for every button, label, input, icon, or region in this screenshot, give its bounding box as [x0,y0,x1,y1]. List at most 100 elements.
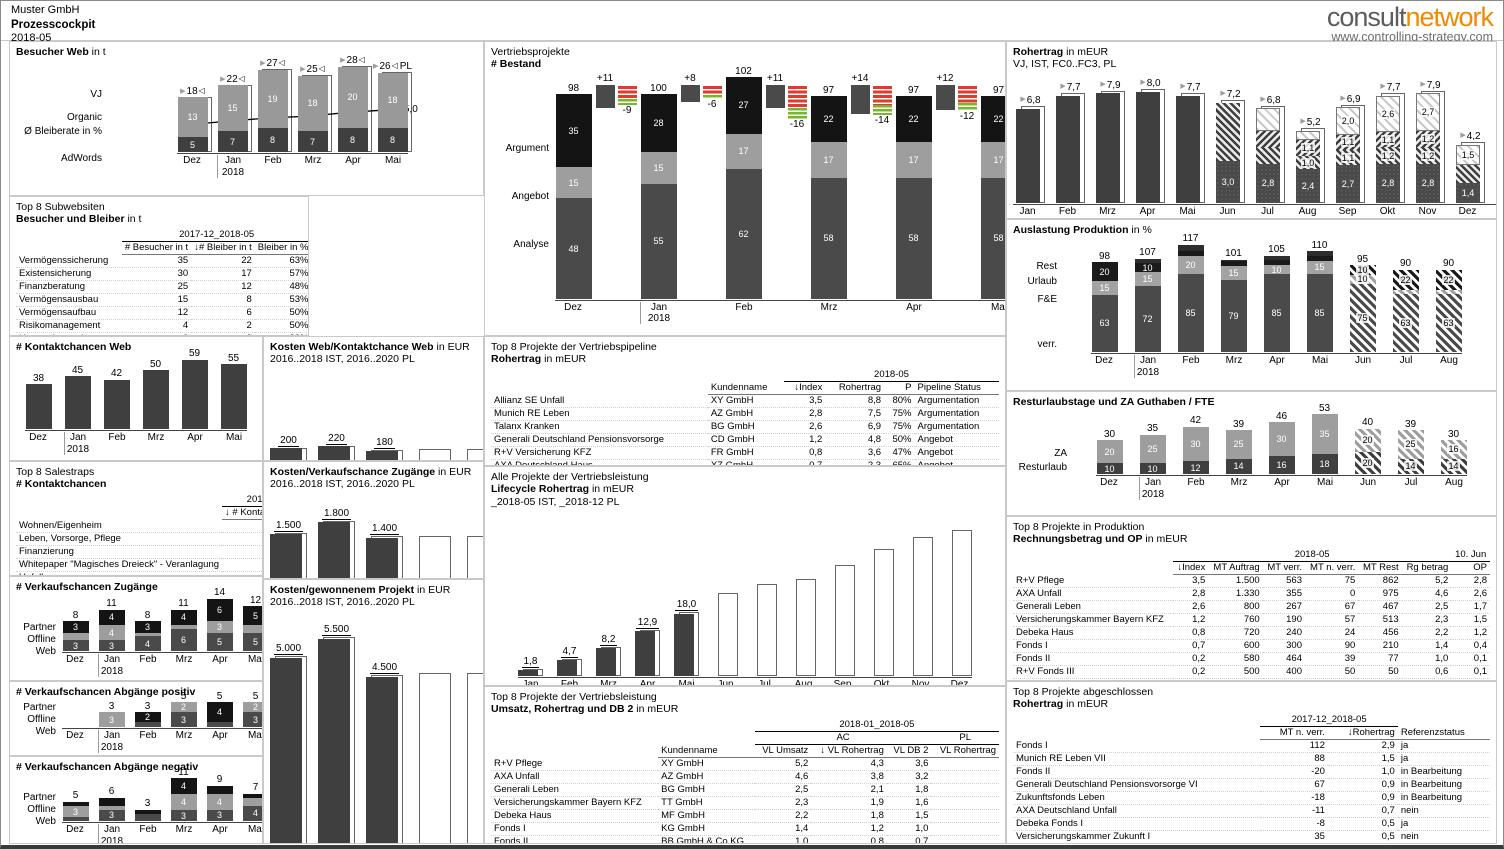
segment-value: 1,1 [1340,152,1356,163]
bar: 3 [98,797,125,822]
title-line: Top 8 Projekte in Produktion [1013,521,1490,533]
axis-left-labels: VJ Organic Ø Bleiberate in % AdWords [16,60,108,177]
table-cell: 2,1 [811,783,887,797]
inflow-label: +14 [851,72,869,84]
total-label: 3 [145,699,151,712]
table-cell: -18 [1260,791,1328,805]
axis-label: Nov [911,679,930,686]
total-label: 97 [993,83,1004,96]
bar-column: 5.500 [318,624,355,843]
table-cell: 513 [1358,613,1402,627]
total-label: 101 [1225,246,1242,259]
total-value: 26 [379,61,391,73]
axis-label: Mai [247,654,263,666]
bar-column: 18,0 [674,599,699,677]
bar-column: 98 20 15 63 [1091,249,1118,353]
total-label: 5 [73,788,79,801]
bar-column: 1.400 [366,523,403,578]
bar-segment: 58 [895,177,932,299]
bar-segment: 6 [206,598,233,622]
bar [103,379,130,430]
total-value: 90 [1442,258,1455,270]
table-row: restliche Projekte0,7680460841361,90,8 [1013,678,1490,680]
forecast-segment: 3,0 [1215,161,1240,203]
group-header-row: 2018-05 [491,368,999,382]
segment-value: 30 [1190,438,1201,449]
bar-segment: 20 [1096,440,1123,464]
bar-segment [1177,244,1204,252]
bar-segment: 63 [1435,294,1462,353]
column-header: MT Rest [1358,561,1402,575]
title-text: Top 8 Salestraps [16,466,95,478]
bar-segment: 7 [297,130,328,153]
pl-bar [796,579,816,677]
total-value: 7,2 [1226,88,1241,100]
axis-label: Aug [1440,355,1458,367]
table-cell: 1,0 [1327,765,1398,779]
header-gap [1398,714,1490,727]
table-body: Allianz SE Unfall XY GmbH 3,5 8,8 80% Argumen… [491,394,999,465]
ist-bar [1135,91,1160,203]
bar-column: 98 35 15 48 [555,81,592,299]
table-cell: nein [1398,843,1490,844]
panel-kontaktchancen-web: # Kontaktchancen Web 38 45 42 50 59 55 Dez Jan 20… [9,336,263,461]
segment-value: 17 [993,154,1004,165]
table-cell: -25 [1260,843,1328,844]
title-text: in mEUR [589,483,634,496]
table-row: Risikomanagement 4 2 50% [16,319,308,333]
vj-marker-icon: ▶ [1020,96,1026,104]
bar-stack: 3 [98,712,125,728]
table-cell: 3,5 [783,394,826,408]
bar [64,376,91,430]
plot-column: 30 20 10 35 25 10 42 30 12 39 25 14 46 30 16 53 35 18 40 20… [1073,403,1490,500]
bar-segment: 30 [1268,422,1295,457]
table-cell: 4,8 [825,433,885,447]
table-cell: 760 [1208,613,1263,627]
table-cell: Fonds I [1013,639,1173,653]
bar-segment: 3 [98,712,125,728]
column-header-row: # Besucher in t ↓# Bleiber in t Bleiber in… [16,241,308,255]
table-row: Fonds I 0,7 600 300 90 210 1,4 0,4 [1013,639,1490,653]
title-line: Rechnungsbetrag und OP in mEUR [1013,533,1490,545]
axis-label: Jan [1019,205,1036,217]
segment-value: 17 [738,146,749,157]
bar-column: 30 16 14 [1440,427,1467,475]
table-cell: 720 [1208,626,1263,640]
segment-value: 3,0 [1221,176,1235,187]
data-table: 2018-05↓ # KontaktchanceWohnen/Eigenheim… [16,493,262,575]
table-cell: 6 [191,306,255,320]
bar-segment: 30 [1182,426,1209,461]
bar-column: 3 [134,796,161,822]
table-cell: 2,8 [783,407,826,421]
table-row: Generali Deutschland Pensionsvorsorge VI… [1013,778,1490,792]
bar: 15 85 [1306,251,1333,353]
table-cell: 2,3 [754,796,812,810]
panel-title: Top 8 Salestraps # Kontaktchancen [16,466,256,491]
panel-title: Auslastung Produktion in % [1013,224,1490,236]
table-cell: 80% [884,394,915,408]
table-cell: Whitepaper "Magisches Dreieck" - Veranla… [16,558,223,572]
bar [947,530,972,677]
segment-value: 3 [144,622,150,632]
axis-label: Okt [873,679,890,686]
bar: 2,6 1,1 1,2 2,8 [1375,92,1405,203]
bar: 2 [134,712,161,728]
bar-segment: 14 [1225,458,1252,475]
total-label: ▶ 22 ◁ [220,72,245,85]
table-cell: 0,1 [1451,652,1490,666]
data-table: 2017-12_2018-05 # Besucher in t ↓# Bleiber… [16,228,308,335]
table-cell: 1,9 [811,796,887,810]
outflow-label: -14 [874,114,890,126]
series-label: Rest [1036,260,1057,272]
bar-stack [134,809,161,822]
inflow-label: +8 [684,72,696,84]
bar-stack: 22 17 58 [810,96,847,299]
bar-stack: 22 17 58 [980,96,1005,299]
total-value: 22 [226,74,238,86]
segment-value: 63 [1099,318,1110,329]
bar: 13 5 [177,97,212,153]
table-cell [931,770,999,784]
